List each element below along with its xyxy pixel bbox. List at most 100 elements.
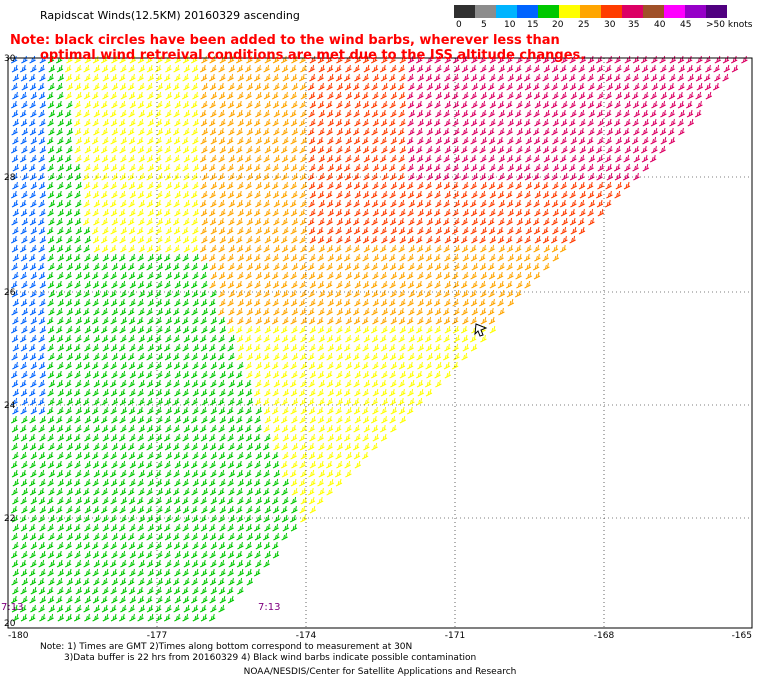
wind-barb (163, 253, 171, 262)
wind-barb (210, 109, 217, 118)
wind-barb (309, 415, 317, 424)
wind-barb (75, 604, 82, 613)
wind-barb (345, 226, 353, 235)
wind-barb (372, 118, 380, 127)
wind-barb (542, 208, 549, 217)
wind-barb (541, 181, 549, 190)
wind-barb (218, 496, 226, 505)
wind-barb (21, 370, 28, 379)
wind-barb (227, 595, 235, 604)
wind-barb (363, 442, 370, 451)
wind-barb (327, 253, 335, 262)
wind-barb (65, 163, 73, 172)
wind-barb (380, 343, 388, 352)
wind-barb (281, 109, 289, 118)
wind-barb (407, 388, 414, 397)
wind-barb (219, 568, 226, 577)
wind-barb (390, 109, 397, 118)
wind-barb (154, 334, 162, 343)
wind-barb (282, 478, 290, 487)
wind-barb (597, 73, 605, 82)
wind-barb (480, 244, 487, 253)
wind-barb (174, 100, 182, 109)
wind-barb (397, 217, 405, 226)
wind-barb (300, 226, 308, 235)
wind-barb (282, 388, 290, 397)
wind-barb (138, 532, 145, 541)
wind-barb (101, 154, 109, 163)
wind-barb (110, 433, 118, 442)
wind-barb (47, 190, 55, 199)
wind-barb (82, 217, 90, 226)
wind-barb (155, 181, 162, 190)
wind-barb (516, 145, 523, 154)
wind-barb (93, 64, 101, 73)
wind-barb (335, 478, 343, 487)
wind-barb (38, 604, 45, 613)
wind-barb (471, 145, 478, 154)
wind-barb (272, 505, 280, 514)
wind-barb (290, 388, 298, 397)
wind-barb (110, 298, 118, 307)
wind-barb (65, 523, 73, 532)
wind-barb (137, 298, 144, 307)
wind-barb (227, 550, 235, 559)
wind-barb (245, 136, 252, 145)
wind-barb (237, 406, 244, 415)
wind-barb (344, 127, 352, 136)
wind-barb (20, 496, 27, 505)
wind-barb (200, 181, 207, 190)
wind-barb (92, 145, 100, 154)
wind-barb (632, 118, 639, 127)
wind-barb (28, 433, 36, 442)
wind-barb (128, 406, 136, 415)
wind-barb (363, 307, 370, 316)
wind-barb (551, 172, 558, 181)
wind-barb (579, 100, 587, 109)
wind-barb (255, 181, 263, 190)
wind-barb (416, 127, 423, 136)
wind-barb (164, 127, 172, 136)
wind-barb (146, 199, 154, 208)
wind-barb (416, 154, 424, 163)
wind-barb (183, 487, 190, 496)
wind-barb (399, 388, 406, 397)
wind-barb (659, 100, 666, 109)
wind-barb (460, 100, 468, 109)
wind-barb (354, 145, 362, 154)
wind-barb (191, 424, 199, 433)
wind-barb (245, 388, 253, 397)
wind-barb (326, 469, 334, 478)
wind-barb (380, 271, 387, 280)
wind-barb (272, 235, 280, 244)
wind-barb (532, 127, 540, 136)
wind-barb (47, 388, 54, 397)
wind-barb (173, 514, 180, 523)
wind-barb (704, 82, 712, 91)
wind-barb (219, 118, 226, 127)
wind-barb (47, 523, 54, 532)
wind-barb (20, 343, 28, 352)
wind-barb (47, 343, 54, 352)
wind-barb (128, 451, 136, 460)
wind-barb (39, 298, 46, 307)
wind-barb (245, 343, 253, 352)
wind-barb (227, 118, 234, 127)
wind-barb (299, 190, 306, 199)
wind-barb (487, 307, 495, 316)
wind-barb (246, 505, 253, 514)
wind-barb (236, 307, 243, 316)
wind-barb (145, 415, 153, 424)
wind-barb (300, 64, 307, 73)
wind-barb (525, 226, 533, 235)
wind-barb (56, 424, 64, 433)
wind-barb (534, 118, 541, 127)
wind-barb (433, 118, 441, 127)
wind-barb (263, 379, 270, 388)
wind-barb (226, 406, 234, 415)
wind-barb (354, 235, 362, 244)
wind-barb (254, 280, 261, 289)
wind-barb (280, 100, 288, 109)
wind-barb (354, 460, 362, 469)
wind-barb (605, 181, 612, 190)
